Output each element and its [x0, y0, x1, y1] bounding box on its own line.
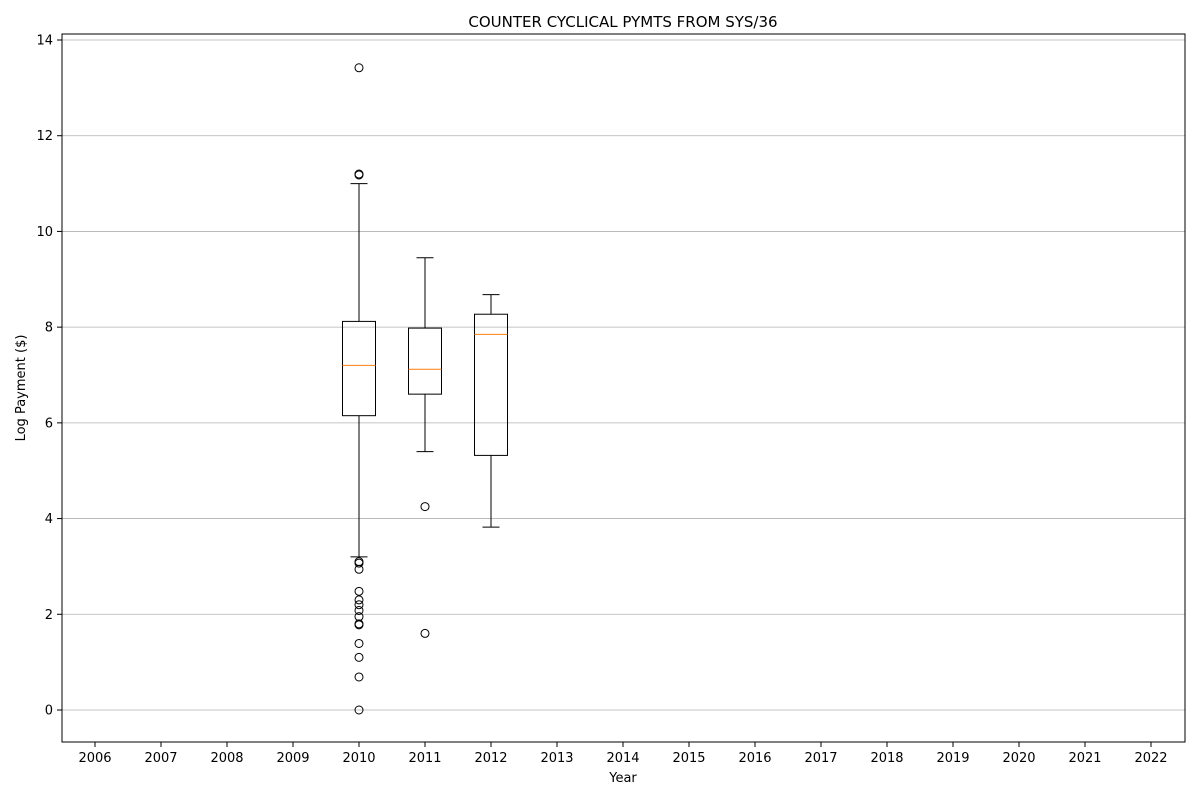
y-tick-label: 14 [36, 34, 53, 49]
outlier-point [354, 586, 364, 596]
x-tick-label: 2012 [474, 751, 507, 766]
x-axis-label: Year [608, 771, 637, 786]
box-group [474, 294, 508, 528]
box-group [408, 257, 442, 638]
x-axis-ticks: 2006 2007 2008 2009 2010 2011 2012 2013 2014 2015… [78, 742, 1168, 766]
x-tick-label: 2018 [870, 751, 903, 766]
x-tick-label: 2019 [936, 751, 969, 766]
outlier-point [354, 600, 364, 610]
y-tick-label: 6 [45, 416, 53, 431]
box [474, 313, 508, 456]
x-tick-label: 2020 [1002, 751, 1035, 766]
x-tick-label: 2008 [210, 751, 243, 766]
x-tick-label: 2016 [738, 751, 771, 766]
chart-title: COUNTER CYCLICAL PYMTS FROM SYS/36 [468, 13, 777, 31]
boxes [342, 63, 508, 715]
y-tick-label: 4 [45, 512, 53, 527]
outlier-point [354, 595, 364, 605]
x-tick-label: 2010 [342, 751, 375, 766]
plot-frame [61, 33, 1186, 743]
outlier-point [354, 63, 364, 73]
x-tick-label: 2017 [804, 751, 837, 766]
box [408, 327, 442, 395]
outlier-point [420, 502, 430, 512]
x-tick-label: 2021 [1068, 751, 1101, 766]
x-tick-label: 2011 [408, 751, 441, 766]
y-tick-label: 2 [45, 608, 53, 623]
x-tick-label: 2014 [606, 751, 639, 766]
y-axis-label: Log Payment ($) [14, 335, 29, 442]
outlier-point [354, 638, 364, 648]
y-tick-label: 12 [36, 129, 53, 144]
x-tick-label: 2013 [540, 751, 573, 766]
outlier-point [354, 605, 364, 615]
y-tick-label: 10 [36, 225, 53, 240]
x-tick-label: 2015 [672, 751, 705, 766]
y-tick-label: 8 [45, 321, 53, 336]
y-tick-label: 0 [45, 704, 53, 719]
x-tick-label: 2022 [1134, 751, 1167, 766]
outlier-point [354, 672, 364, 682]
outlier-point [354, 705, 364, 715]
outlier-point [420, 628, 430, 638]
x-tick-label: 2007 [144, 751, 177, 766]
outlier-point [354, 652, 364, 662]
grid-lines [62, 39, 1185, 711]
outlier-point [354, 620, 364, 630]
outlier-point [354, 558, 364, 568]
box [342, 320, 376, 417]
outlier-point [354, 564, 364, 574]
x-tick-label: 2009 [276, 751, 309, 766]
box-group [342, 63, 376, 715]
x-tick-label: 2006 [78, 751, 111, 766]
y-axis-ticks: 0 2 4 6 8 10 12 14 [36, 34, 62, 719]
outlier-point [354, 170, 364, 180]
